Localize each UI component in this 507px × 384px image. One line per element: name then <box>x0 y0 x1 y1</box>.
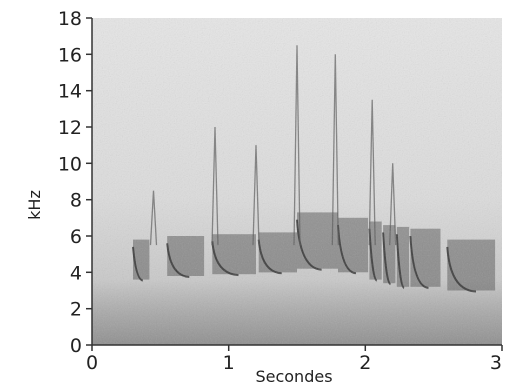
y-tick-label-12: 12 <box>58 117 82 139</box>
x-tick-label-2: 2 <box>359 352 371 374</box>
y-axis-title: kHz <box>25 190 44 220</box>
y-tick-label-6: 6 <box>70 226 82 248</box>
y-tick-label-4: 4 <box>70 262 82 284</box>
x-tick-label-0: 0 <box>86 352 98 374</box>
y-tick-label-14: 14 <box>58 81 82 103</box>
x-tick-label-1: 1 <box>223 352 235 374</box>
y-tick-label-18: 18 <box>58 8 82 30</box>
y-tick-label-2: 2 <box>70 299 82 321</box>
plot-area <box>92 18 502 345</box>
y-tick-label-10: 10 <box>58 153 82 175</box>
x-axis-title: Secondes <box>255 367 332 384</box>
y-tick-label-16: 16 <box>58 44 82 66</box>
y-tick-label-8: 8 <box>70 190 82 212</box>
spectrogram-noise <box>92 18 502 345</box>
y-tick-label-0: 0 <box>70 335 82 357</box>
x-tick-label-3: 3 <box>490 352 502 374</box>
